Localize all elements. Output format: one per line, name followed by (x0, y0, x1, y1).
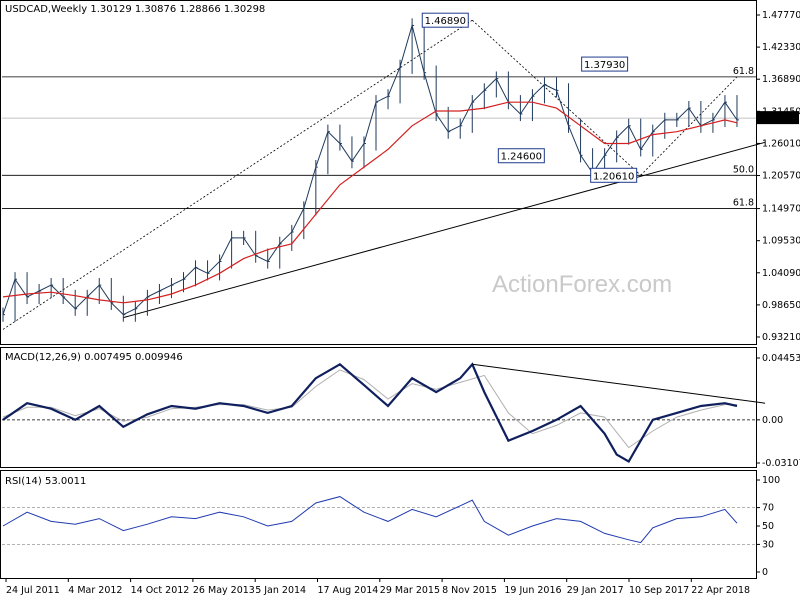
price-annotation-box (421, 12, 469, 28)
rsi-y-tick-label: 50 (762, 521, 774, 532)
x-tick-label: 29 Mar 2015 (380, 585, 440, 596)
rsi-line (2, 496, 738, 544)
x-tick-label: 19 Jun 2016 (504, 585, 561, 596)
price-y-tick-label: 1.14970 (762, 204, 800, 215)
dotted-trendline (472, 19, 641, 176)
macd-layer (2, 362, 766, 464)
last-price-badge (757, 111, 799, 125)
price-y-tick-label: 1.36890 (762, 74, 800, 85)
x-tick-label: 4 Mar 2012 (68, 585, 122, 596)
x-tick-label: 17 Aug 2014 (318, 585, 379, 596)
support-trendline (123, 141, 766, 319)
price-annotation-box (581, 56, 629, 72)
macd-trendline (472, 363, 766, 404)
x-tick-label: 29 Jan 2017 (567, 585, 624, 596)
price-header: USDCAD,Weekly 1.30129 1.30876 1.28866 1.… (5, 4, 265, 15)
price-y-tick-label: 1.09530 (762, 236, 800, 247)
rsi-header: RSI(14) 53.0011 (5, 476, 86, 487)
axis-layer: 1.477701.423301.368901.314501.260101.205… (5, 10, 800, 596)
x-tick-label: 10 Sep 2017 (629, 585, 689, 596)
price-y-tick-label: 1.26010 (762, 138, 800, 149)
rsi-panel-frame (0, 470, 757, 579)
x-tick-label: 24 Jul 2011 (6, 585, 60, 596)
price-annotation-box (590, 167, 638, 183)
rsi-y-tick-label: 0 (762, 567, 768, 578)
price-annotation-label: 1.20610 (593, 171, 634, 182)
price-annotation-label: 1.24600 (501, 152, 542, 163)
last-price-badge-label: 1.30298 (759, 113, 798, 124)
fib-level-label: 50.0 (733, 164, 754, 175)
price-y-tick-label: 1.47770 (762, 10, 800, 21)
price-y-tick-label: 1.42330 (762, 42, 800, 53)
price-annotation-label: 1.46890 (425, 16, 466, 27)
x-tick-label: 26 May 2013 (193, 585, 255, 596)
watermark: ActionForex.com (492, 271, 672, 298)
x-tick-label: 22 Apr 2018 (691, 585, 750, 596)
price-y-tick-label: 1.20570 (762, 171, 800, 182)
macd-y-tick-label: 0.044534 (762, 353, 800, 364)
macd-y-tick-label: -0.031072 (762, 458, 800, 469)
macd-y-tick-label: 0.00 (762, 415, 783, 426)
macd-panel-frame (0, 347, 757, 468)
x-tick-label: 5 Jan 2014 (255, 585, 306, 596)
price-line (2, 23, 738, 316)
price-panel-frame (0, 0, 757, 345)
macd-line (2, 362, 738, 464)
rsi-y-tick-label: 70 (762, 503, 774, 514)
rsi-y-tick-label: 100 (762, 475, 780, 486)
price-y-tick-label: 1.04090 (762, 268, 800, 279)
moving-average-line (2, 101, 738, 304)
fib-level-label: 61.8 (733, 66, 754, 77)
dotted-trendline (2, 19, 473, 330)
macd-signal-line (2, 369, 737, 449)
price-y-tick-label: 0.93210 (762, 332, 800, 343)
rsi-y-tick-label: 30 (762, 539, 774, 550)
price-annotation-label: 1.37930 (584, 60, 625, 71)
rsi-layer (2, 496, 756, 545)
fib-level-label: 61.8 (733, 198, 754, 209)
macd-header: MACD(12,26,9) 0.007495 0.009946 (5, 352, 183, 363)
price-layer: 61.8 50.0 61.8 1.46890 1.37930 1.24600 1.20610 (2, 12, 766, 330)
price-annotation-box (497, 148, 545, 164)
x-tick-label: 14 Oct 2012 (131, 585, 190, 596)
x-tick-label: 8 Nov 2015 (442, 585, 497, 596)
price-y-tick-label: 0.98650 (762, 300, 800, 311)
